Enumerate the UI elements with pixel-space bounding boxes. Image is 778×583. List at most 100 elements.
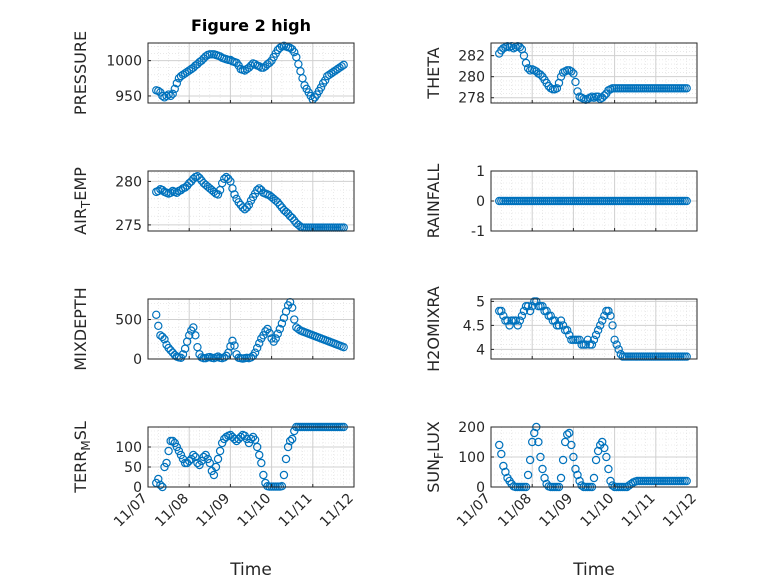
subplot-3: 275 280 AIRTEMP bbox=[71, 167, 355, 235]
y-tick-label: 282 bbox=[458, 49, 485, 65]
data-point bbox=[540, 473, 549, 483]
data-point bbox=[189, 174, 198, 184]
data-point bbox=[499, 311, 508, 320]
data-point bbox=[255, 62, 264, 71]
data-point bbox=[168, 89, 177, 99]
data-point bbox=[515, 43, 525, 52]
data-point bbox=[191, 331, 200, 340]
data-point bbox=[499, 461, 508, 471]
data-point bbox=[172, 188, 182, 197]
data-point bbox=[250, 59, 260, 69]
data-point bbox=[160, 335, 169, 344]
data-point bbox=[168, 436, 177, 446]
y-tick-label: 0 bbox=[133, 352, 142, 368]
data-point bbox=[158, 332, 167, 342]
data-point bbox=[523, 302, 533, 311]
data-point bbox=[170, 84, 179, 94]
data-point bbox=[513, 321, 522, 330]
data-point bbox=[591, 330, 601, 340]
data-point bbox=[538, 464, 547, 474]
data-point bbox=[271, 334, 280, 343]
data-point bbox=[608, 321, 617, 330]
data-point bbox=[565, 428, 574, 438]
data-point bbox=[217, 438, 227, 448]
data-point bbox=[604, 464, 613, 474]
data-point bbox=[211, 462, 221, 472]
data-point bbox=[191, 452, 200, 462]
axes-box bbox=[490, 426, 698, 488]
data-point bbox=[528, 302, 537, 311]
data-point bbox=[199, 452, 208, 462]
data-point bbox=[158, 91, 167, 101]
data-point bbox=[682, 352, 691, 361]
data-point bbox=[521, 58, 531, 68]
data-point bbox=[614, 345, 623, 354]
y-tick-label: 500 bbox=[115, 313, 142, 329]
data-point bbox=[288, 213, 297, 223]
y-axis-label: PRESSURE bbox=[71, 31, 90, 115]
data-point bbox=[184, 331, 194, 340]
data-point bbox=[682, 84, 691, 93]
data-point bbox=[538, 302, 547, 311]
data-point bbox=[277, 482, 287, 491]
data-point bbox=[682, 196, 691, 206]
data-point bbox=[213, 454, 223, 464]
data-point bbox=[606, 476, 615, 486]
data-point bbox=[567, 67, 576, 76]
data-point bbox=[172, 79, 182, 88]
y-tick-label: 4 bbox=[476, 342, 485, 358]
data-point bbox=[261, 327, 270, 336]
data-point bbox=[244, 200, 254, 210]
axes-box bbox=[147, 426, 355, 488]
data-point bbox=[569, 452, 578, 462]
data-point bbox=[571, 464, 580, 474]
axes-box bbox=[490, 42, 698, 104]
data-point bbox=[591, 455, 601, 465]
data-point bbox=[600, 443, 609, 453]
data-point bbox=[154, 474, 163, 484]
data-point bbox=[263, 324, 272, 334]
data-point bbox=[255, 450, 264, 460]
data-point bbox=[552, 84, 562, 93]
data-point bbox=[195, 460, 204, 470]
data-point bbox=[178, 350, 188, 359]
data-point bbox=[606, 311, 615, 320]
data-point bbox=[593, 92, 603, 101]
data-point bbox=[525, 455, 535, 465]
subplot-1: 950 1000 PRESSURE bbox=[71, 31, 355, 115]
data-point bbox=[213, 352, 223, 361]
data-point bbox=[532, 297, 541, 306]
data-point bbox=[164, 343, 173, 353]
data-point bbox=[279, 470, 289, 480]
y-tick-label: 275 bbox=[115, 218, 142, 234]
data-point bbox=[534, 437, 543, 447]
data-point bbox=[604, 306, 613, 316]
data-point bbox=[517, 311, 527, 320]
data-point bbox=[556, 473, 566, 483]
data-point bbox=[172, 442, 182, 452]
data-point bbox=[528, 437, 537, 447]
data-point bbox=[246, 61, 256, 70]
y-tick-label: 4.5 bbox=[463, 318, 485, 334]
data-point bbox=[209, 187, 219, 197]
data-point bbox=[339, 60, 348, 70]
data-point bbox=[255, 339, 264, 348]
data-point bbox=[156, 480, 165, 490]
y-tick-label: 100 bbox=[458, 450, 485, 466]
data-point bbox=[581, 340, 590, 349]
data-point bbox=[563, 326, 572, 335]
data-point bbox=[556, 72, 566, 81]
figure-title: Figure 2 high bbox=[191, 16, 311, 35]
data-point bbox=[519, 306, 529, 316]
subplot-2: 278 280 282 THETA bbox=[424, 41, 698, 107]
data-point bbox=[593, 326, 603, 335]
data-point bbox=[497, 449, 506, 459]
data-point bbox=[154, 186, 163, 196]
data-point bbox=[501, 467, 510, 477]
data-point bbox=[285, 436, 295, 446]
data-point bbox=[600, 91, 609, 100]
axes-box bbox=[490, 170, 698, 232]
y-axis-label: AIRTEMP bbox=[71, 167, 93, 235]
